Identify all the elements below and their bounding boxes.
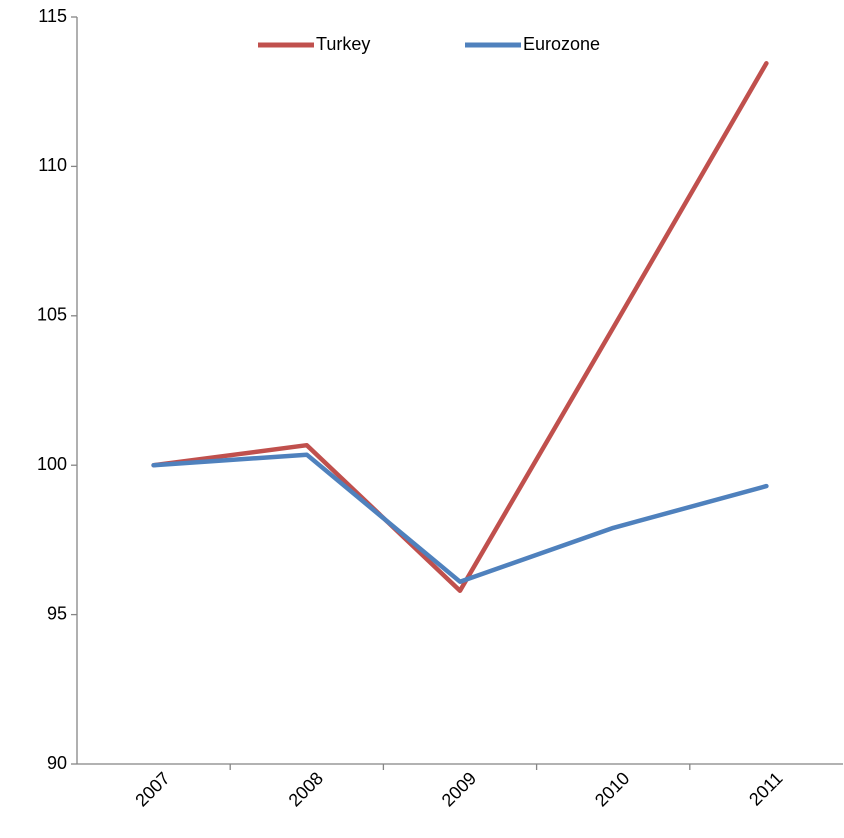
y-tick-label: 100 [37,454,67,474]
series-line [151,452,769,584]
x-tick-label: 2011 [745,768,787,810]
legend-label: Turkey [316,34,370,54]
x-tick-label: 2010 [591,768,633,810]
y-tick-label: 90 [47,753,67,773]
y-tick-label: 95 [47,603,67,623]
series-line [151,61,769,593]
y-tick-label: 110 [38,155,67,175]
x-tick-label: 2009 [438,768,480,810]
y-tick-label: 115 [38,6,67,26]
x-tick-label: 2007 [131,768,173,810]
legend-label: Eurozone [523,34,600,54]
y-tick-label: 105 [37,305,67,325]
x-tick-label: 2008 [285,768,327,810]
